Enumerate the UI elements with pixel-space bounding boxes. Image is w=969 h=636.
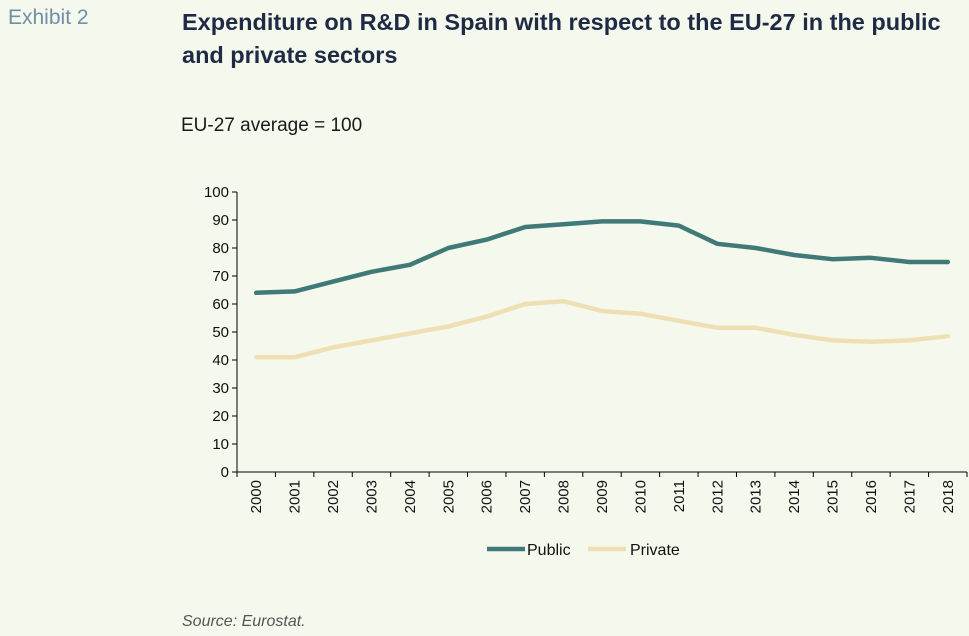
series-line-private [253,298,951,360]
x-tick-label: 2011 [671,480,688,512]
line-chart: 0 10 20 30 40 50 60 70 80 90 100 2000 2001 2002 2003 20… [204,184,968,559]
x-tick-label: 2016 [863,480,880,513]
x-tick-label: 2009 [594,480,611,513]
y-tick-label: 70 [212,268,229,285]
y-tick-label: 0 [221,464,229,481]
x-tick-label: 2005 [440,480,457,513]
x-tick-label: 2014 [786,480,803,513]
y-tick-label: 40 [212,352,229,369]
exhibit-label: Exhibit 2 [8,6,89,29]
x-tick-label: 2015 [825,480,842,513]
x-tick-label: 2004 [402,480,419,513]
y-tick-label: 90 [212,212,229,229]
y-tick-label: 80 [212,240,229,257]
y-tick-label: 50 [212,324,229,341]
x-tick-label: 2008 [556,480,573,513]
x-tick-label: 2017 [901,480,918,513]
chart-subtitle: EU-27 average = 100 [181,115,363,136]
x-tick-label: 2002 [325,480,342,513]
series-line-public [253,219,951,296]
y-tick-label: 10 [212,436,229,453]
y-tick-label: 60 [212,296,229,313]
x-tick-label: 2012 [709,480,726,513]
x-tick-label: 2000 [248,480,265,513]
chart-title: Expenditure on R&D in Spain with respect… [182,9,941,68]
y-tick-label: 20 [212,408,229,425]
x-tick-label: 2007 [517,480,534,513]
source-note: Source: Eurostat. [182,613,306,630]
y-tick-label: 100 [204,184,229,201]
x-tick-label: 2006 [479,480,496,513]
x-tick-label: 2018 [940,480,957,513]
y-tick-label: 30 [212,380,229,397]
x-tick-label: 2013 [748,480,765,513]
x-tick-label: 2003 [363,480,380,513]
x-tick-label: 2010 [632,480,649,513]
legend-label-public: Public [527,542,571,559]
x-tick-label: 2001 [287,480,304,513]
legend-label-private: Private [630,542,680,559]
